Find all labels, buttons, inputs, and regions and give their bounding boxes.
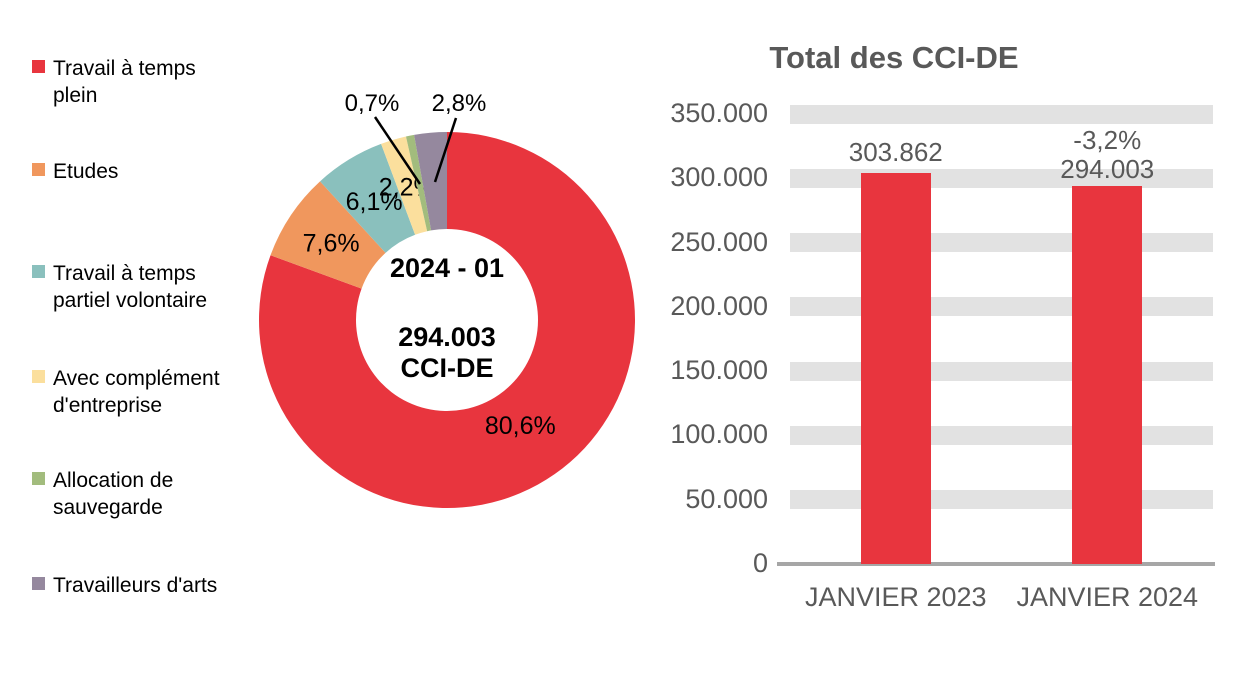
legend-item: Travail à temps plein: [32, 55, 243, 109]
bar-value-text: 294.003: [1060, 154, 1155, 184]
donut-slice: [320, 143, 416, 253]
y-axis-tick-label: 50.000: [685, 483, 768, 514]
bar-value-label: -3,2% 294.003: [1027, 126, 1187, 184]
callout-line: [433, 117, 458, 183]
donut-callout-label: 2,8%: [431, 90, 487, 117]
x-axis-label: JANVIER 2024: [1016, 582, 1199, 612]
callout-lines: [373, 116, 458, 185]
y-axis-tick-label: 300.000: [670, 162, 768, 193]
donut-slice: [381, 136, 428, 235]
legend-swatch: [32, 577, 45, 590]
legend-item: Travail à temps partiel volontaire: [32, 260, 243, 314]
donut-slice-label: 7,6%: [303, 229, 360, 257]
legend-item: Avec complément d'entreprise: [32, 365, 243, 419]
y-axis-tick-label: 0: [752, 548, 768, 578]
bar-delta-label: -3,2%: [1073, 125, 1142, 155]
legend-swatch: [32, 163, 45, 176]
legend-label: Avec complément d'entreprise: [53, 367, 220, 417]
donut-center-period: 2024 - 01: [389, 253, 505, 283]
donut-slice: [414, 132, 447, 231]
legend-label: Travail à temps plein: [53, 57, 196, 107]
legend-swatch: [32, 370, 45, 383]
bar-plot: 303.862 -3,2% 294.003: [777, 104, 1215, 566]
y-axis-tick-label: 350.000: [670, 98, 768, 128]
x-axis-line: [777, 562, 1215, 566]
legend-label: Allocation de sauvegarde: [53, 469, 174, 519]
bar: [860, 173, 931, 564]
donut-slice-label: 6,1%: [346, 188, 403, 216]
y-axis-tick-label: 250.000: [670, 226, 768, 257]
legend-label: Etudes: [53, 160, 119, 183]
legend-label: Travail à temps partiel volontaire: [53, 262, 208, 312]
legend-swatch: [32, 472, 45, 485]
grid-band: [790, 490, 1213, 510]
grid-band: [790, 425, 1213, 445]
donut-center-total: 294.003 CCI-DE: [337, 322, 557, 384]
bar-value-text: 303.862: [848, 137, 943, 168]
grid-band: [790, 361, 1213, 381]
y-axis-tick-label: 100.000: [670, 419, 768, 450]
legend-item: Etudes: [32, 158, 243, 185]
grid-band: [790, 297, 1213, 317]
grid-band: [790, 104, 1213, 124]
y-axis-tick-label: 150.000: [670, 355, 768, 386]
bar-chart-title: Total des CCI-DE: [769, 40, 1019, 75]
donut-slice: [259, 132, 635, 509]
legend-item: Travailleurs d'arts: [32, 572, 243, 599]
bar: [1072, 186, 1143, 564]
donut-center-value: 294.003: [398, 322, 496, 352]
legend-swatch: [32, 265, 45, 278]
donut-callout-label: 0,7%: [344, 90, 400, 117]
legend-item: Allocation de sauvegarde: [32, 467, 243, 521]
donut-slice-label: 80,6%: [485, 412, 556, 440]
donut-legend: Travail à temps plein Etudes Travail à tem…: [0, 0, 260, 683]
y-axis-tick-label: 200.000: [670, 290, 768, 321]
x-axis-label: JANVIER 2023: [804, 582, 987, 612]
donut-chart: 80,6%7,6%6,1%2,2%: [259, 116, 635, 509]
y-axis-labels: 350.000 300.000 250.000 200.000 150.000 100.0…: [640, 98, 768, 578]
callout-line: [373, 116, 422, 185]
legend-label: Travailleurs d'arts: [53, 574, 218, 597]
legend-swatch: [32, 60, 45, 73]
grid-band: [790, 233, 1213, 253]
donut-center-unit: CCI-DE: [400, 353, 494, 383]
donut-slice: [270, 181, 386, 289]
bar-value-label: 303.862: [816, 138, 976, 167]
